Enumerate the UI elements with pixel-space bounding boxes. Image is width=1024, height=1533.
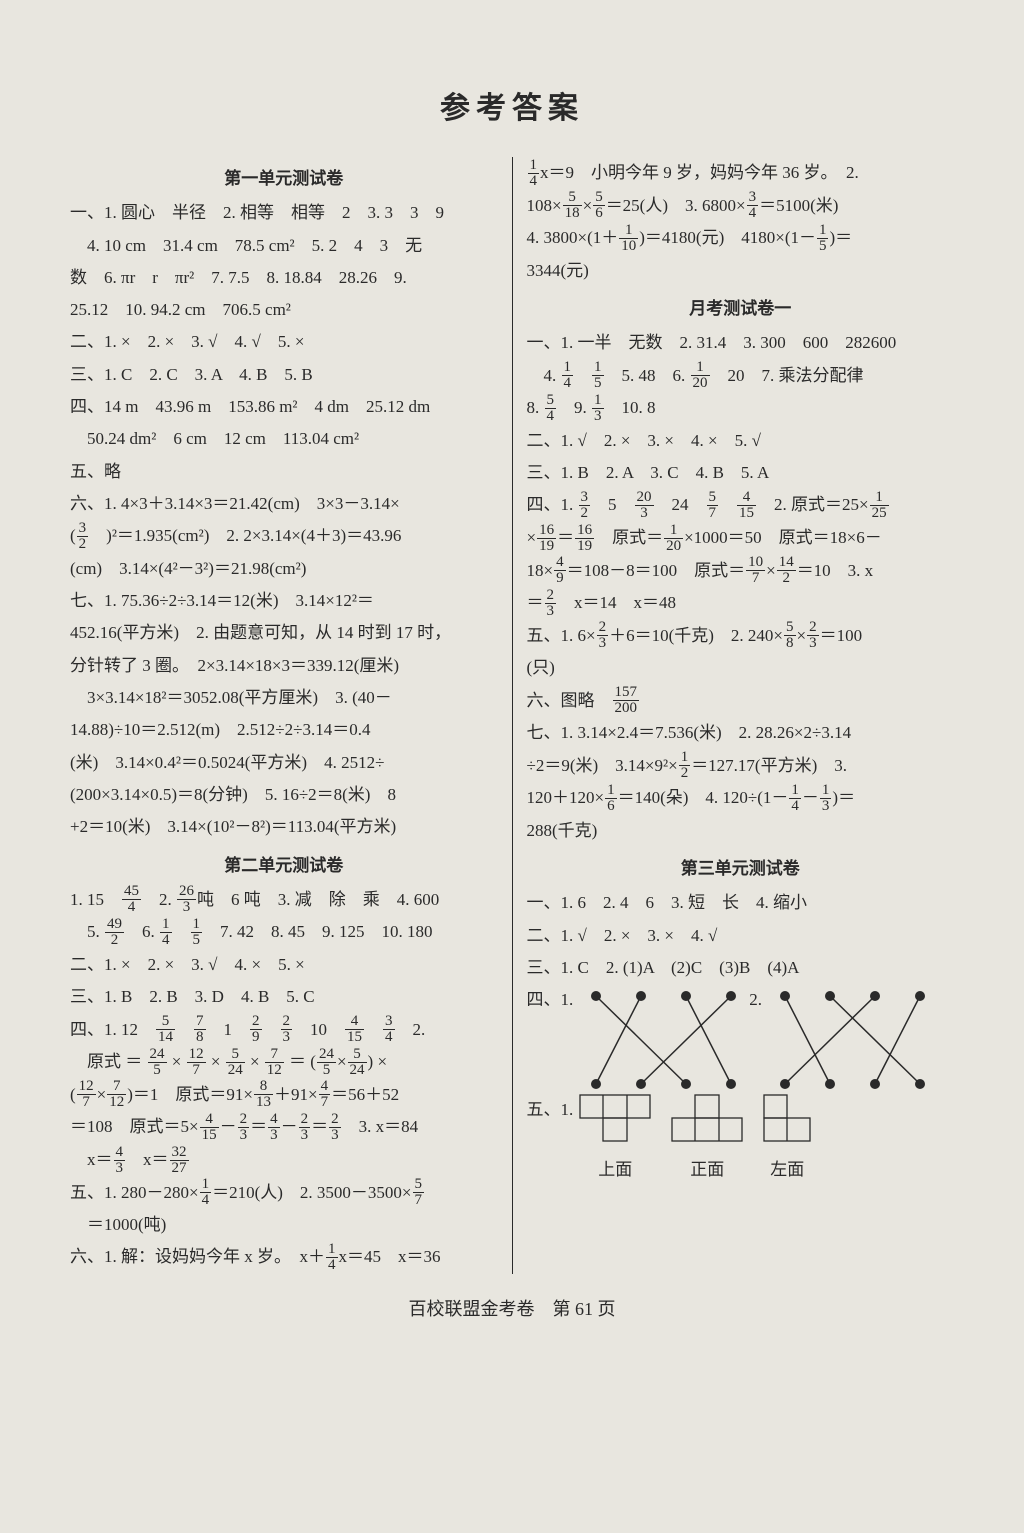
text-line: 五、略	[70, 456, 498, 488]
text-line: 七、1. 3.14×2.4＝7.536(米) 2. 28.26×2÷3.14	[527, 717, 955, 749]
text-line: (127×712)＝1 原式＝91×813＋91×47＝56＋52	[70, 1079, 498, 1112]
text-line: 六、图略 157200	[527, 685, 955, 718]
matching-diagram-2	[770, 984, 930, 1094]
view-label-left: 左面	[763, 1154, 811, 1186]
view-top	[579, 1094, 651, 1142]
text-line: x＝43 x＝3227	[70, 1144, 498, 1177]
text-line: 3×3.14×18²＝3052.08(平方厘米) 3. (40－	[70, 682, 498, 714]
left-column: 第一单元测试卷 一、1. 圆心 半径 2. 相等 相等 2 3. 3 3 9 4…	[60, 157, 513, 1274]
text-line: 4. 14 15 5. 48 6. 120 20 7. 乘法分配律	[527, 360, 955, 393]
text-line: 原式 ＝ 245 × 127 × 524 × 712 ＝ (245×524) ×	[70, 1046, 498, 1079]
text-line: 4. 3800×(1＋110)＝4180(元) 4180×(1－15)＝	[527, 222, 955, 255]
text-line: 一、1. 6 2. 4 6 3. 短 长 4. 缩小	[527, 887, 955, 919]
label-five-one: 五、1.	[527, 1094, 574, 1126]
section-title-3: 第三单元测试卷	[527, 853, 955, 885]
text-line: ×1619＝1619 原式＝120×1000＝50 原式＝18×6－	[527, 522, 955, 555]
view-label-top: 上面	[579, 1154, 651, 1186]
section-title-m1: 月考测试卷一	[527, 293, 955, 325]
text-line: 五、1. 280－280×14＝210(人) 2. 3500－3500×57	[70, 1177, 498, 1210]
view-left	[763, 1094, 811, 1142]
text-line: 三、1. B 2. B 3. D 4. B 5. C	[70, 981, 498, 1013]
text-line: 三、1. B 2. A 3. C 4. B 5. A	[527, 457, 955, 489]
text-line: 一、1. 圆心 半径 2. 相等 相等 2 3. 3 3 9	[70, 197, 498, 229]
text-line: 三、1. C 2. (1)A (2)C (3)B (4)A	[527, 952, 955, 984]
text-line: 18×49＝108－8＝100 原式＝107×142＝10 3. x	[527, 555, 955, 588]
text-line: 四、1. 32 5 203 24 57 415 2. 原式＝25×125	[527, 489, 955, 522]
text-line: 5. 492 6. 14 15 7. 42 8. 45 9. 125 10. 1…	[70, 916, 498, 949]
text-line: ＝108 原式＝5×415－23＝43－23＝23 3. x＝84	[70, 1111, 498, 1144]
text-line: (32 )²＝1.935(cm²) 2. 2×3.14×(4＋3)＝43.96	[70, 520, 498, 553]
text-line: 452.16(平方米) 2. 由题意可知，从 14 时到 17 时，	[70, 617, 498, 649]
text-line: (200×3.14×0.5)＝8(分钟) 5. 16÷2＝8(米) 8	[70, 779, 498, 811]
text-line: 14.88)÷10＝2.512(m) 2.512÷2÷3.14＝0.4	[70, 714, 498, 746]
text-line: 四、1. 12 514 78 1 29 23 10 415 34 2.	[70, 1014, 498, 1047]
text-line: 108×518×56＝25(人) 3. 6800×34＝5100(米)	[527, 190, 955, 223]
text-line: ＝1000(吨)	[70, 1209, 498, 1241]
text-line: ＝23 x＝14 x＝48	[527, 587, 955, 620]
text-line: 288(千克)	[527, 815, 955, 847]
text-line: 120＋120×16＝140(朵) 4. 120÷(1－14－13)＝	[527, 782, 955, 815]
view-front	[671, 1094, 743, 1142]
matching-diagram-1	[581, 984, 741, 1094]
text-line: 二、1. × 2. × 3. √ 4. √ 5. ×	[70, 326, 498, 358]
page-title: 参考答案	[60, 80, 964, 137]
text-line: 四、14 m 43.96 m 153.86 m² 4 dm 25.12 dm	[70, 391, 498, 423]
text-line: +2＝10(米) 3.14×(10²－8²)＝113.04(平方米)	[70, 811, 498, 843]
text-line: 一、1. 一半 无数 2. 31.4 3. 300 600 282600	[527, 327, 955, 359]
text-line: (cm) 3.14×(4²－3²)＝21.98(cm²)	[70, 553, 498, 585]
section-title-2: 第二单元测试卷	[70, 850, 498, 882]
view-label-front: 正面	[671, 1154, 743, 1186]
text-line: 二、1. × 2. × 3. √ 4. × 5. ×	[70, 949, 498, 981]
page-footer: 百校联盟金考卷 第 61 页	[60, 1292, 964, 1326]
content-columns: 第一单元测试卷 一、1. 圆心 半径 2. 相等 相等 2 3. 3 3 9 4…	[60, 157, 964, 1274]
text-line: 三、1. C 2. C 3. A 4. B 5. B	[70, 359, 498, 391]
text-line: 25.12 10. 94.2 cm 706.5 cm²	[70, 294, 498, 326]
text-line: 1. 15 454 2. 263吨 6 吨 3. 减 除 乘 4. 600	[70, 884, 498, 917]
text-line: 五、1. 6×23＋6＝10(千克) 2. 240×58×23＝100	[527, 620, 955, 653]
text-line: 数 6. πr r πr² 7. 7.5 8. 18.84 28.26 9.	[70, 262, 498, 294]
text-line: 二、1. √ 2. × 3. × 4. √	[527, 920, 955, 952]
label-four-two: 2.	[749, 984, 762, 1016]
text-line: 8. 54 9. 13 10. 8	[527, 392, 955, 425]
matching-diagrams: 四、1. 2.	[527, 984, 955, 1094]
text-line: (米) 3.14×0.4²＝0.5024(平方米) 4. 2512÷	[70, 747, 498, 779]
text-line: 二、1. √ 2. × 3. × 4. × 5. √	[527, 425, 955, 457]
text-line: 4. 10 cm 31.4 cm 78.5 cm² 5. 2 4 3 无	[70, 230, 498, 262]
text-line: 50.24 dm² 6 cm 12 cm 113.04 cm²	[70, 423, 498, 455]
text-line: 分针转了 3 圈。 2×3.14×18×3＝339.12(厘米)	[70, 650, 498, 682]
right-column: 14x＝9 小明今年 9 岁，妈妈今年 36 岁。 2. 108×518×56＝…	[513, 157, 965, 1274]
text-line: (只)	[527, 652, 955, 684]
text-line: 六、1. 4×3＋3.14×3＝21.42(cm) 3×3－3.14×	[70, 488, 498, 520]
text-line: 14x＝9 小明今年 9 岁，妈妈今年 36 岁。 2.	[527, 157, 955, 190]
orthographic-views: 五、1. 上面	[527, 1094, 955, 1186]
text-line: 七、1. 75.36÷2÷3.14＝12(米) 3.14×12²＝	[70, 585, 498, 617]
label-four-one: 四、1.	[527, 984, 574, 1016]
section-title-1: 第一单元测试卷	[70, 163, 498, 195]
text-line: 3344(元)	[527, 255, 955, 287]
text-line: 六、1. 解：设妈妈今年 x 岁。 x＋14x＝45 x＝36	[70, 1241, 498, 1274]
text-line: ÷2＝9(米) 3.14×9²×12＝127.17(平方米) 3.	[527, 750, 955, 783]
